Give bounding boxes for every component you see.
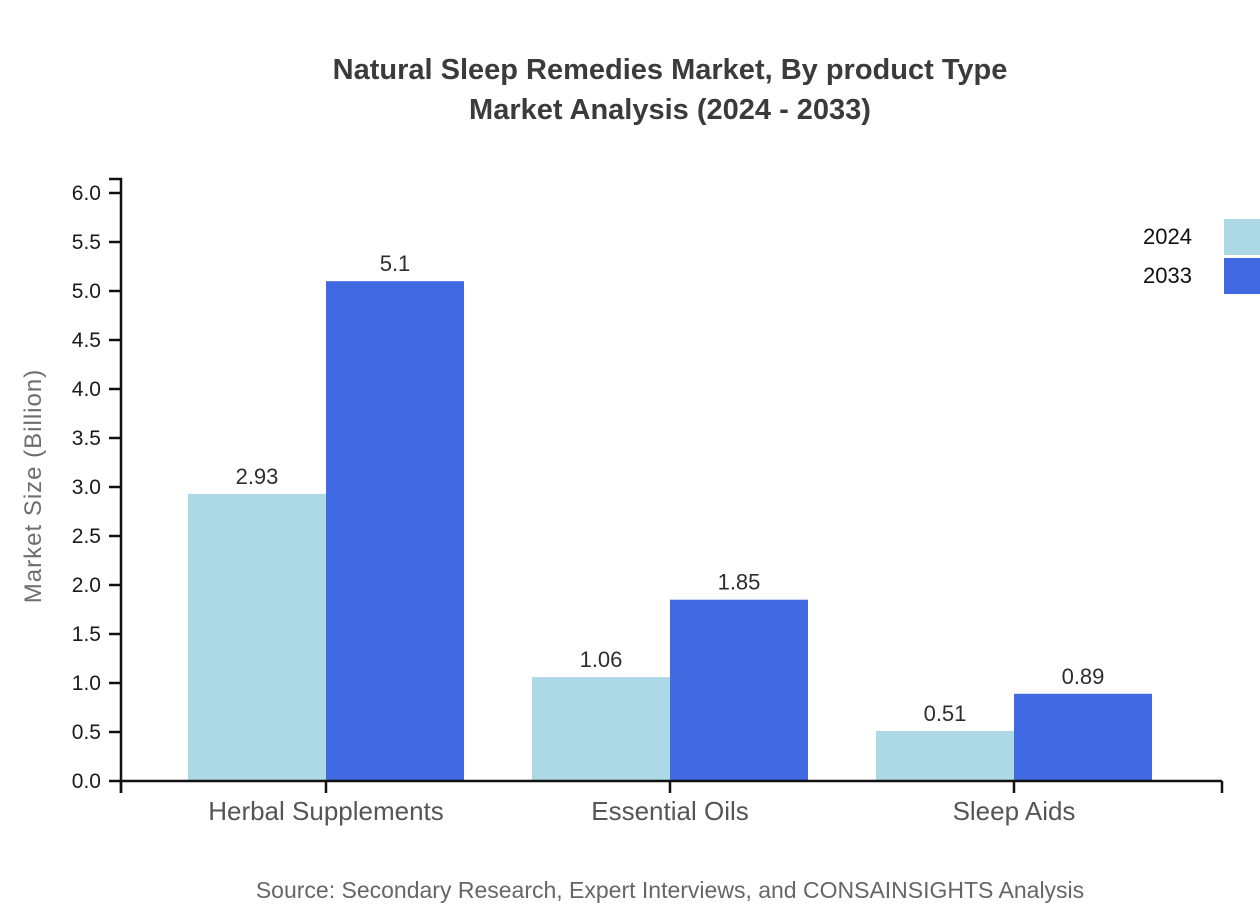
y-axis-tick-label: 4.5 — [72, 329, 101, 352]
bar-2033-essential-oils — [670, 599, 808, 781]
category-label-sleep-aids: Sleep Aids — [953, 796, 1076, 826]
legend-item-2024: 2024 — [1143, 219, 1260, 255]
bars-group — [188, 281, 1152, 781]
y-axis-tick-label: 3.0 — [72, 476, 101, 499]
value-label-2033-herbal-supplements: 5.1 — [380, 251, 411, 276]
y-axis-tick-label: 2.5 — [72, 525, 101, 548]
bar-2033-herbal-supplements — [326, 281, 464, 781]
y-axis-tick-label: 1.5 — [72, 623, 101, 646]
value-label-2024-herbal-supplements: 2.93 — [236, 464, 279, 489]
y-axis-tick-label: 2.0 — [72, 574, 101, 597]
bar-2033-sleep-aids — [1014, 693, 1152, 781]
y-axis-tick-label: 5.5 — [72, 231, 101, 254]
legend-swatch-2024 — [1224, 219, 1260, 255]
x-axis: Herbal Supplements Essential Oils Sleep Ai… — [119, 779, 1224, 826]
value-label-2033-sleep-aids: 0.89 — [1062, 664, 1105, 689]
category-label-herbal-supplements: Herbal Supplements — [208, 796, 444, 826]
y-axis-tick-label: 3.5 — [72, 427, 101, 450]
y-axis: 0.0 0.5 1.0 1.5 2.0 2.5 3.0 3.5 4.0 4.5 5.0 5.5 6.0 — [72, 177, 123, 793]
value-label-2033-essential-oils: 1.85 — [718, 570, 761, 595]
chart-title-line2: Market Analysis (2024 - 2033) — [469, 94, 871, 126]
y-axis-line — [109, 177, 123, 793]
value-labels-group: 2.93 1.06 0.51 5.1 1.85 0.89 — [236, 251, 1105, 726]
source-note: Source: Secondary Research, Expert Inter… — [255, 877, 1085, 903]
y-axis-tick-label: 0.5 — [72, 721, 101, 744]
y-axis-tick-label: 0.0 — [72, 770, 101, 793]
bar-2024-sleep-aids — [876, 731, 1014, 781]
chart-legend: 2024 2033 — [1143, 219, 1260, 294]
y-axis-tick-label: 6.0 — [72, 182, 101, 205]
category-label-essential-oils: Essential Oils — [591, 796, 749, 826]
bar-2024-herbal-supplements — [188, 493, 326, 781]
chart-title: Natural Sleep Remedies Market, By produc… — [80, 50, 1260, 130]
y-axis-tick-label: 1.0 — [72, 672, 101, 695]
value-label-2024-essential-oils: 1.06 — [580, 647, 623, 672]
value-label-2024-sleep-aids: 0.51 — [924, 701, 967, 726]
legend-label-2033: 2033 — [1143, 263, 1192, 288]
bar-2024-essential-oils — [532, 677, 670, 781]
legend-item-2033: 2033 — [1143, 258, 1260, 294]
y-axis-tick-label: 4.0 — [72, 378, 101, 401]
legend-label-2024: 2024 — [1143, 224, 1192, 249]
legend-swatch-2033 — [1224, 258, 1260, 294]
y-axis-tick-label: 5.0 — [72, 280, 101, 303]
chart-title-line1: Natural Sleep Remedies Market, By produc… — [332, 54, 1008, 86]
